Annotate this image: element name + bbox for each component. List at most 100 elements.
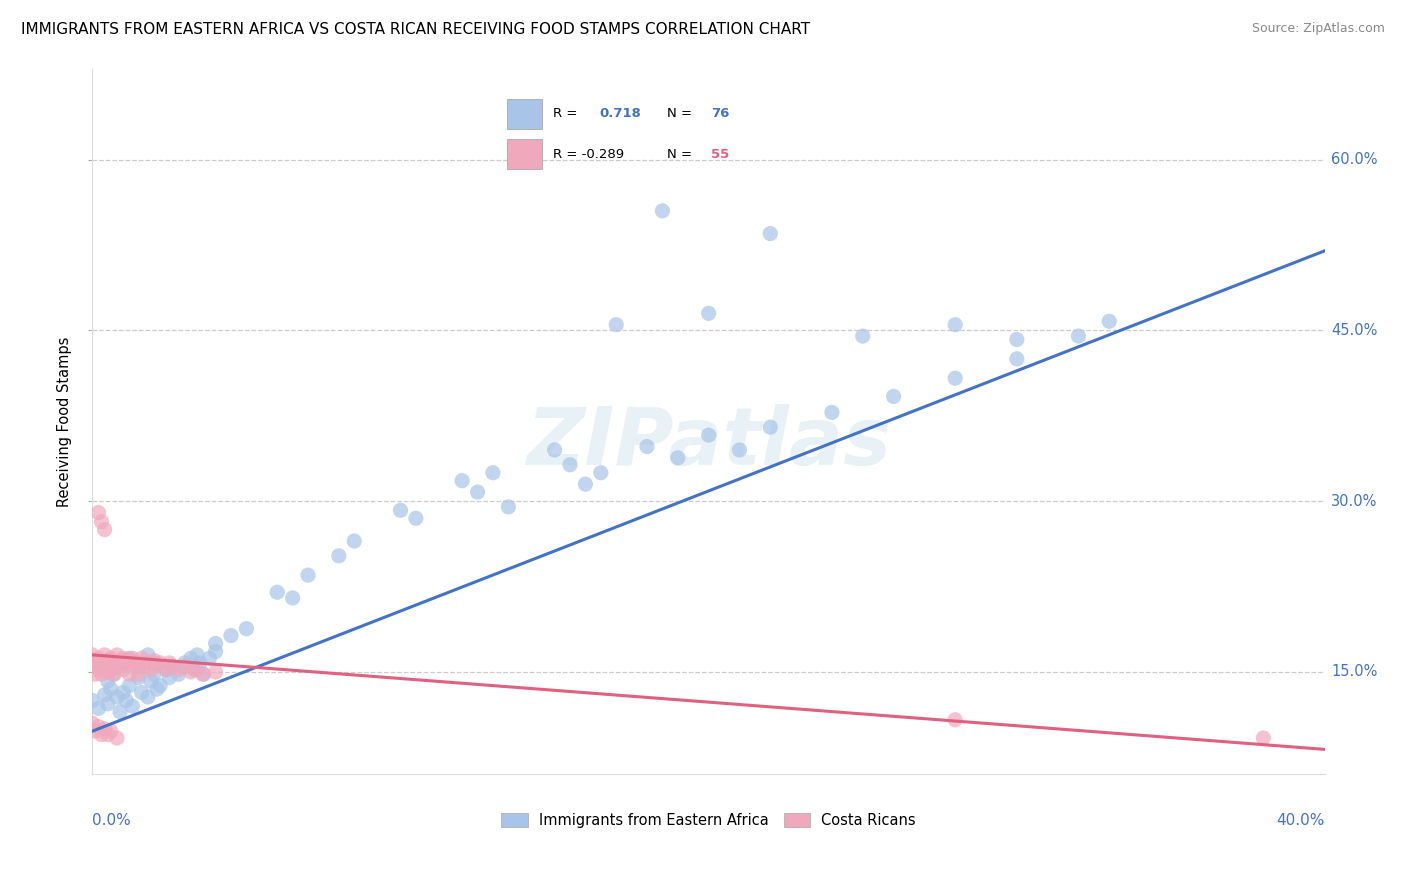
Point <box>90 667 112 681</box>
Point <box>128 659 150 673</box>
Legend: Immigrants from Eastern Africa, Costa Ricans: Immigrants from Eastern Africa, Costa Ri… <box>495 807 922 834</box>
Point <box>188 656 211 670</box>
Point <box>105 690 128 704</box>
Point <box>115 693 138 707</box>
Point <box>128 671 150 685</box>
Point <box>558 458 581 472</box>
Point <box>118 654 141 668</box>
Point <box>204 636 226 650</box>
Point <box>235 622 257 636</box>
Point <box>146 681 169 696</box>
Point <box>121 651 143 665</box>
Point <box>186 648 208 662</box>
Point <box>498 500 520 514</box>
Point <box>87 506 110 520</box>
Point <box>943 371 966 385</box>
Point <box>162 659 184 673</box>
Point <box>136 690 159 704</box>
Point <box>266 585 288 599</box>
Point <box>204 644 226 658</box>
Point <box>103 667 125 681</box>
Point <box>728 442 751 457</box>
Point <box>204 665 226 679</box>
Point <box>118 651 141 665</box>
Point <box>142 654 165 668</box>
Point <box>118 667 141 681</box>
Point <box>281 591 304 605</box>
Point <box>574 477 596 491</box>
Point <box>118 679 141 693</box>
Point <box>82 648 104 662</box>
Point <box>157 656 180 670</box>
Point <box>451 474 474 488</box>
Point <box>183 663 205 677</box>
Point <box>1067 329 1090 343</box>
Point <box>198 651 221 665</box>
Point <box>173 656 195 670</box>
Point <box>84 656 107 670</box>
Point <box>131 685 153 699</box>
Point <box>93 659 115 673</box>
Point <box>100 724 122 739</box>
Point <box>134 659 156 673</box>
Point <box>82 659 104 673</box>
Point <box>883 389 905 403</box>
Point <box>87 701 110 715</box>
Point <box>543 442 565 457</box>
Point <box>697 428 720 442</box>
Point <box>115 656 138 670</box>
Point <box>112 663 135 677</box>
Point <box>142 667 165 681</box>
Point <box>636 440 658 454</box>
Text: 60.0%: 60.0% <box>1331 153 1378 167</box>
Point <box>103 656 125 670</box>
Point <box>100 651 122 665</box>
Point <box>108 654 131 668</box>
Text: Source: ZipAtlas.com: Source: ZipAtlas.com <box>1251 22 1385 36</box>
Point <box>139 674 162 689</box>
Point <box>105 731 128 745</box>
Point <box>155 663 177 677</box>
Point <box>105 659 128 673</box>
Point <box>93 688 115 702</box>
Point <box>136 656 159 670</box>
Y-axis label: Receiving Food Stamps: Receiving Food Stamps <box>58 336 72 507</box>
Point <box>697 306 720 320</box>
Point <box>186 663 208 677</box>
Point <box>1005 333 1028 347</box>
Point <box>167 667 190 681</box>
Point <box>467 485 489 500</box>
Point <box>97 674 120 689</box>
Point <box>149 679 172 693</box>
Text: ZIPatlas: ZIPatlas <box>526 404 891 482</box>
Point <box>97 665 120 679</box>
Point <box>93 523 115 537</box>
Point <box>82 693 104 707</box>
Point <box>193 667 215 681</box>
Point <box>93 648 115 662</box>
Text: IMMIGRANTS FROM EASTERN AFRICA VS COSTA RICAN RECEIVING FOOD STAMPS CORRELATION : IMMIGRANTS FROM EASTERN AFRICA VS COSTA … <box>21 22 810 37</box>
Point <box>219 628 242 642</box>
Point <box>852 329 875 343</box>
Point <box>943 318 966 332</box>
Point <box>124 659 146 673</box>
Point <box>149 656 172 670</box>
Point <box>97 697 120 711</box>
Point <box>405 511 427 525</box>
Point <box>1253 731 1275 745</box>
Point <box>328 549 350 563</box>
Point <box>100 681 122 696</box>
Point <box>112 651 135 665</box>
Point <box>84 724 107 739</box>
Point <box>128 667 150 681</box>
Point <box>173 659 195 673</box>
Point <box>112 659 135 673</box>
Point <box>128 656 150 670</box>
Point <box>121 699 143 714</box>
Point <box>93 722 115 736</box>
Point <box>90 728 112 742</box>
Point <box>482 466 505 480</box>
Point <box>84 667 107 681</box>
Point <box>162 659 184 673</box>
Point <box>142 656 165 670</box>
